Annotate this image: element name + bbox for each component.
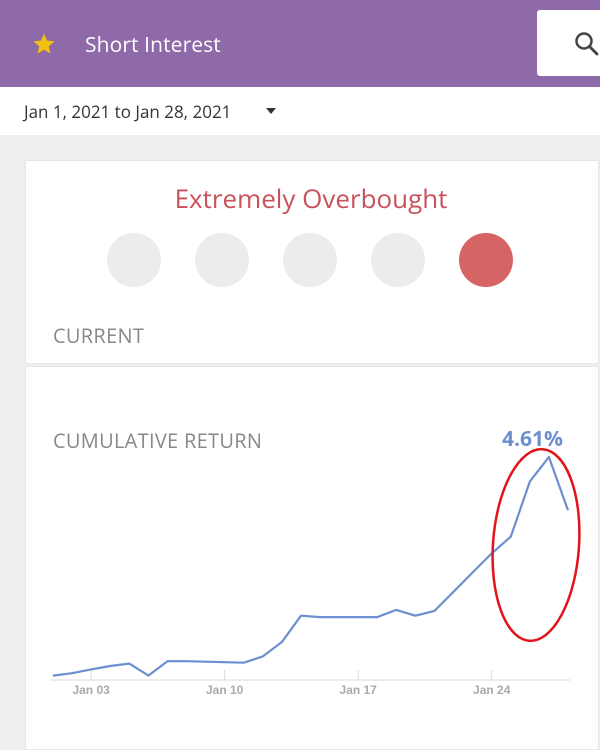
level-dot	[283, 233, 337, 287]
signal-status: Extremely Overbought	[174, 180, 448, 216]
cumulative-return-card	[25, 366, 599, 750]
date-filter-bar[interactable]	[0, 87, 600, 135]
level-dot	[107, 233, 161, 287]
level-dot	[195, 233, 249, 287]
star-icon[interactable]	[32, 32, 56, 56]
page-title: Short Interest	[85, 31, 221, 59]
date-range-select[interactable]: Jan 1, 2021 to Jan 28, 2021	[24, 100, 232, 123]
signal-level-indicator	[107, 233, 517, 288]
search-button[interactable]	[537, 10, 600, 76]
chevron-down-icon[interactable]	[265, 107, 277, 115]
app-header	[0, 0, 600, 87]
cumulative-return-value: 4.61%	[502, 425, 563, 453]
level-dot-active	[459, 233, 513, 287]
cumulative-return-label: CUMULATIVE RETURN	[53, 427, 263, 454]
level-dot	[371, 233, 425, 287]
search-icon	[575, 32, 599, 56]
current-label: CURRENT	[53, 322, 145, 349]
